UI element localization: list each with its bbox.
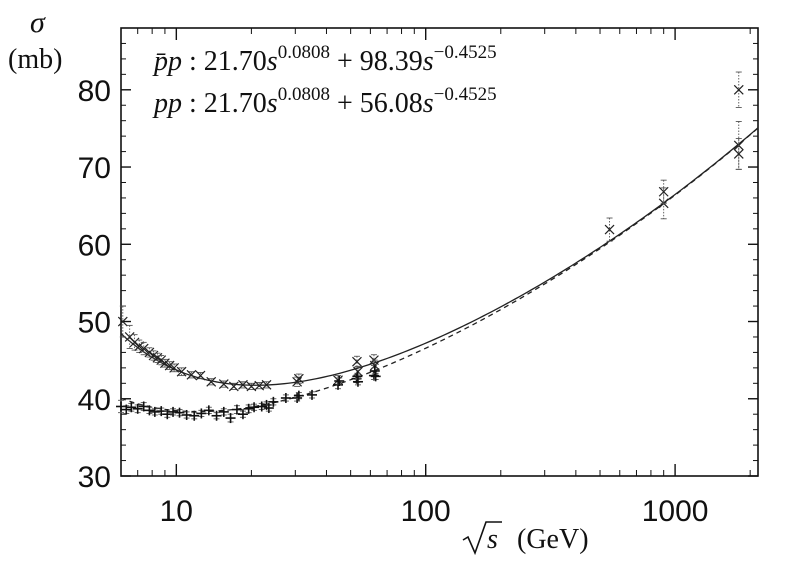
pbarp-data-point xyxy=(169,362,180,373)
pp-data-point xyxy=(369,365,380,376)
pp-data-point xyxy=(116,399,126,414)
pp-data-point xyxy=(196,408,207,419)
pp-data-point xyxy=(256,401,267,412)
legend-pp-prefix: pp xyxy=(152,88,182,119)
pp-data-point xyxy=(189,410,200,421)
pp-data-point xyxy=(138,401,149,412)
pbarp-data-point xyxy=(117,305,128,338)
pp-data-point xyxy=(293,390,304,401)
legend-pbarp-exp1: 0.0808 xyxy=(278,42,330,63)
pp-data-point xyxy=(121,404,132,415)
pp-data-point xyxy=(211,410,222,421)
pp-data-point xyxy=(144,405,155,416)
data-points xyxy=(116,71,744,424)
pbarp-data-point xyxy=(352,355,362,368)
pbarp-data-point xyxy=(195,370,206,381)
legend-pbarp-exp2: −0.4525 xyxy=(434,42,497,63)
y-tick-label: 50 xyxy=(78,307,111,340)
legend-pbarp-coef2: + 98.39 xyxy=(337,46,423,77)
pp-data-point xyxy=(307,389,318,400)
pbarp-data-point xyxy=(733,71,744,109)
pp-data-point xyxy=(237,409,248,420)
fit-curves xyxy=(120,127,759,413)
pp-data-point xyxy=(352,376,363,387)
pbarp-data-point xyxy=(164,360,175,371)
pp-data-point xyxy=(231,404,242,415)
pbarp-data-point xyxy=(604,217,615,242)
pbarp-data-point xyxy=(186,369,197,380)
x-axis-label-var: s xyxy=(487,524,498,555)
y-tick-label: 40 xyxy=(78,384,111,417)
pbarp-data-point xyxy=(218,379,229,390)
pp-data-point xyxy=(225,413,236,424)
pp-data-point xyxy=(203,405,214,416)
pp-data-point xyxy=(334,375,345,386)
axis-ticks: 30 40 50 60 70 80 10 100 1000 xyxy=(78,28,758,528)
pbarp-data-point xyxy=(238,379,248,390)
pp-data-point xyxy=(370,371,381,382)
pbarp-data-point xyxy=(138,341,149,356)
pp-data-point xyxy=(243,403,254,414)
y-tick-label: 30 xyxy=(78,461,111,494)
x-tick-label: 1000 xyxy=(642,495,709,528)
plot-frame xyxy=(120,27,759,477)
pbarp-data-point xyxy=(124,324,135,350)
pp-data-point xyxy=(132,403,143,414)
legend-pbarp-prefix: p̄p xyxy=(152,46,182,77)
pbarp-fit-curve xyxy=(120,127,759,386)
pp-data-point xyxy=(292,392,303,403)
x-axis-label: s (GeV) xyxy=(462,521,589,556)
pp-fit-curve xyxy=(120,127,759,413)
legend-pp-exp2: −0.4525 xyxy=(434,84,497,105)
pp-data-point xyxy=(174,407,185,418)
legend-entry-pp: pp : 21.70s0.0808 + 56.08s−0.4525 xyxy=(152,84,497,119)
y-tick-label: 60 xyxy=(78,229,111,262)
pbarp-data-point xyxy=(176,366,187,377)
pbarp-data-point xyxy=(228,381,239,392)
pbarp-data-point xyxy=(206,376,217,387)
pp-data-point xyxy=(280,392,291,403)
legend-pp-exp1: 0.0808 xyxy=(278,84,330,105)
y-axis-label-symbol: σ xyxy=(30,6,46,39)
legend-pp-coef1: 21.70 xyxy=(204,88,267,119)
y-tick-label: 70 xyxy=(78,152,111,185)
pbarp-data-point xyxy=(261,379,272,390)
y-tick-label: 80 xyxy=(78,75,111,108)
y-axis-label-unit: (mb) xyxy=(8,44,62,75)
pp-data-point xyxy=(218,406,229,417)
legend-entry-pbarp: p̄p : 21.70s0.0808 + 98.39s−0.4525 xyxy=(152,42,497,77)
legend-pp-coef2: + 56.08 xyxy=(337,88,423,119)
x-tick-label: 100 xyxy=(401,495,451,528)
x-axis-label-unit: (GeV) xyxy=(517,524,589,555)
pbarp-data-point xyxy=(246,381,257,392)
pp-data-point xyxy=(126,402,137,413)
legend-pbarp-coef1: 21.70 xyxy=(204,46,267,77)
legend: p̄p : 21.70s0.0808 + 98.39s−0.4525 pp : … xyxy=(152,42,497,119)
pbarp-data-point xyxy=(733,138,744,170)
pbarp-data-point xyxy=(159,358,170,369)
pbarp-data-point xyxy=(293,373,304,384)
sqrt-radical-sign xyxy=(462,521,502,556)
x-tick-label: 10 xyxy=(160,495,193,528)
pbarp-data-point xyxy=(658,179,669,204)
pp-data-point xyxy=(268,396,279,407)
